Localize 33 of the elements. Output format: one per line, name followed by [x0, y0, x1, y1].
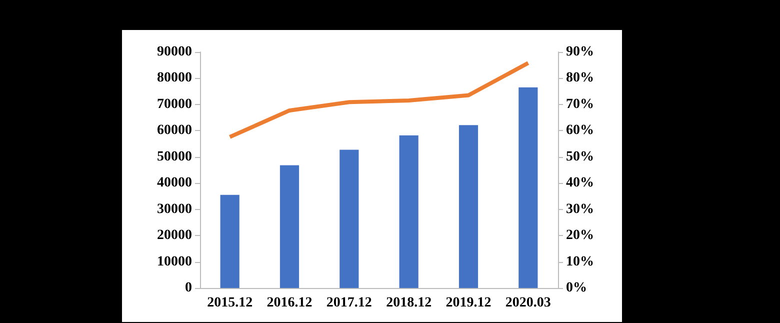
y2-tick-label: 90%: [566, 44, 594, 60]
bar: [518, 87, 538, 288]
x-tick-label: 2019.12: [446, 296, 492, 310]
y-tick-label: 50000: [157, 149, 192, 164]
bar: [220, 194, 240, 288]
y-tick-label: 30000: [157, 202, 192, 217]
bar: [458, 125, 478, 288]
bar: [399, 135, 418, 288]
y-tick-label: 10000: [157, 254, 192, 270]
y2-tick-label: 80%: [566, 70, 594, 86]
y-tick-label: 0: [185, 280, 192, 296]
y-tick-label: 70000: [157, 96, 192, 112]
x-tick-label: 2020.03: [505, 296, 551, 310]
y2-tick-label: 60%: [566, 123, 594, 138]
y-tick-label: 40000: [157, 176, 192, 191]
bar: [340, 150, 359, 288]
bar: [280, 165, 300, 288]
y2-tick-label: 40%: [566, 176, 594, 191]
y-tick-label: 80000: [157, 70, 192, 86]
x-tick-label: 2016.12: [266, 296, 312, 310]
y2-tick-label: 70%: [566, 96, 594, 112]
y2-tick-label: 30%: [566, 202, 594, 217]
x-tick-label: 2018.12: [386, 296, 432, 310]
y2-tick-label: 20%: [566, 228, 594, 244]
x-tick-label: 2015.12: [207, 296, 253, 310]
y-tick-label: 90000: [157, 44, 192, 60]
y-tick-label: 20000: [157, 228, 192, 244]
line-series: [228, 61, 530, 139]
y2-tick-label: 10%: [566, 254, 594, 270]
y2-tick-label: 0%: [566, 280, 587, 296]
y2-tick-label: 50%: [566, 149, 594, 164]
y-tick-label: 60000: [157, 123, 192, 138]
x-tick-label: 2017.12: [326, 296, 372, 310]
